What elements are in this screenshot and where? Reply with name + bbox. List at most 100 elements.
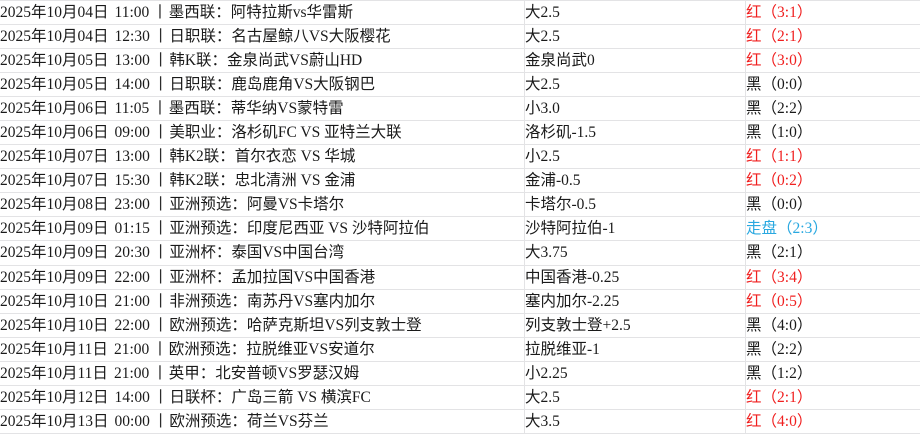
result-status-badge: 黑 — [746, 124, 762, 141]
match-date: 2025年10月07日 — [0, 148, 109, 165]
league-and-teams: 墨西联：阿特拉斯vs华雷斯 — [169, 4, 353, 21]
result-status-badge: 红 — [746, 52, 762, 69]
field-separator: 丨 — [150, 410, 170, 433]
league-and-teams: 韩K2联：首尔衣恋 VS 华城 — [169, 148, 355, 165]
result-score: （2:1） — [762, 28, 813, 45]
result-cell: 红（3:0） — [746, 49, 920, 73]
pick-value: 卡塔尔-0.5 — [525, 196, 596, 213]
match-date: 2025年10月08日 — [0, 196, 109, 213]
field-separator: 丨 — [149, 97, 169, 120]
pick-value: 大3.75 — [525, 244, 568, 261]
result-score: （0:0） — [762, 76, 813, 93]
pick-value: 小2.25 — [525, 365, 568, 382]
pick-value: 大2.5 — [525, 4, 560, 21]
league-and-teams: 非洲预选：南苏丹VS塞内加尔 — [169, 293, 375, 310]
pick-value: 洛杉矶-1.5 — [525, 124, 596, 141]
match-date: 2025年10月05日 — [0, 52, 109, 69]
league-and-teams: 韩K联：金泉尚武VS蔚山HD — [169, 52, 362, 69]
pick-cell: 洛杉矶-1.5 — [525, 121, 746, 145]
match-date: 2025年10月12日 — [0, 389, 109, 406]
pick-cell: 拉脱维亚-1 — [525, 337, 746, 361]
result-status-badge: 黑 — [746, 196, 762, 213]
match-time: 11:00 — [109, 4, 150, 21]
field-separator: 丨 — [150, 314, 170, 337]
result-cell: 红（0:2） — [746, 169, 920, 193]
field-separator: 丨 — [150, 217, 170, 240]
result-score: （0:2） — [762, 172, 813, 189]
result-cell: 红（0:5） — [746, 289, 920, 313]
match-time: 00:00 — [109, 413, 150, 430]
result-status-badge: 黑 — [746, 365, 762, 382]
match-time: 15:30 — [109, 172, 150, 189]
match-time: 20:30 — [109, 244, 150, 261]
field-separator: 丨 — [150, 266, 170, 289]
result-cell: 红（3:4） — [746, 265, 920, 289]
result-score: （2:1） — [762, 244, 813, 261]
match-time: 13:00 — [109, 52, 150, 69]
match-date: 2025年10月09日 — [0, 220, 109, 237]
result-status-badge: 黑 — [746, 341, 762, 358]
result-score: （3:4） — [762, 269, 813, 286]
field-separator: 丨 — [150, 241, 170, 264]
match-time: 21:00 — [108, 341, 149, 358]
result-cell: 黑（2:1） — [746, 241, 920, 265]
league-and-teams: 欧洲预选：荷兰VS芬兰 — [169, 413, 328, 430]
result-cell: 红（2:1） — [746, 25, 920, 49]
league-and-teams: 美职业：洛杉矶FC VS 亚特兰大联 — [169, 124, 401, 141]
field-separator: 丨 — [150, 73, 170, 96]
league-and-teams: 英甲：北安普顿VS罗瑟汉姆 — [169, 365, 359, 382]
match-date: 2025年10月05日 — [0, 76, 109, 93]
match-date: 2025年10月04日 — [0, 28, 109, 45]
match-time: 13:00 — [109, 148, 150, 165]
pick-cell: 金泉尚武0 — [525, 49, 746, 73]
pick-value: 小3.0 — [525, 100, 560, 117]
match-date: 2025年10月09日 — [0, 269, 109, 286]
league-and-teams: 日联杯：广岛三箭 VS 横滨FC — [169, 389, 371, 406]
pick-cell: 列支敦士登+2.5 — [525, 313, 746, 337]
match-time: 01:15 — [109, 220, 150, 237]
pick-cell: 大3.5 — [525, 409, 746, 433]
pick-value: 中国香港-0.25 — [525, 269, 619, 286]
pick-value: 大2.5 — [525, 28, 560, 45]
match-date: 2025年10月09日 — [0, 244, 109, 261]
pick-cell: 塞内加尔-2.25 — [525, 289, 746, 313]
league-and-teams: 亚洲预选：印度尼西亚 VS 沙特阿拉伯 — [169, 220, 429, 237]
field-separator: 丨 — [150, 290, 170, 313]
pick-value: 大2.5 — [525, 389, 560, 406]
match-time: 09:00 — [109, 124, 150, 141]
pick-value: 金泉尚武0 — [525, 52, 595, 69]
result-cell: 红（4:0） — [746, 409, 920, 433]
result-status-badge: 红 — [746, 148, 762, 165]
result-score: （1:2） — [762, 365, 813, 382]
result-score: （4:0） — [762, 413, 813, 430]
field-separator: 丨 — [149, 1, 169, 24]
result-cell: 红（2:1） — [746, 385, 920, 409]
